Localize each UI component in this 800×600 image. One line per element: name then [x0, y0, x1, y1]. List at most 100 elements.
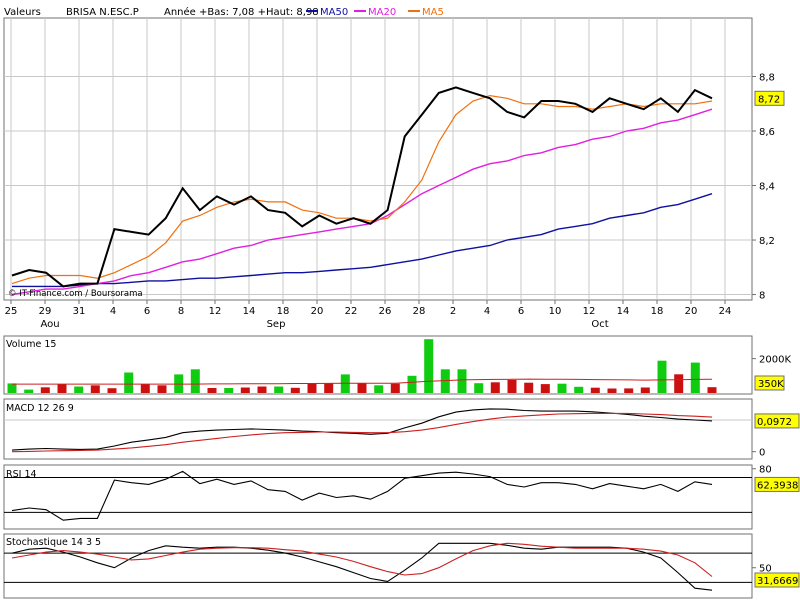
- x-tick-label: 25: [5, 306, 18, 317]
- price-last-value: 8,72: [758, 94, 780, 105]
- x-tick-label: 6: [518, 306, 524, 317]
- volume-bar: [224, 388, 234, 393]
- volume-bar: [640, 387, 650, 393]
- macd-series: [4, 408, 752, 453]
- volume-bar: [57, 384, 67, 393]
- price-panel-frame: [3, 17, 753, 301]
- volume-bar: [590, 387, 600, 393]
- price-y-tick-label: 8,6: [759, 127, 775, 138]
- last-value: 0,0972: [757, 417, 792, 428]
- volume-bar: [490, 382, 500, 393]
- volume-bar: [507, 379, 517, 393]
- last-value: 31,6669: [757, 576, 798, 587]
- stochastic-panel-frame: [3, 533, 753, 599]
- legend-entry: MA50: [320, 7, 348, 18]
- volume-bar: [657, 360, 667, 393]
- volume-bar: [107, 388, 117, 393]
- x-tick-label: 29: [39, 306, 52, 317]
- x-tick-label: 12: [583, 306, 596, 317]
- x-tick-label: 31: [73, 306, 86, 317]
- month-label: Aou: [40, 319, 59, 330]
- volume-panel-frame: [3, 335, 753, 395]
- volume-bar: [407, 375, 417, 393]
- price-y-tick-label: 8,2: [759, 236, 775, 247]
- stochastic-series: [4, 542, 752, 591]
- macd-panel-frame: [3, 398, 753, 460]
- x-tick-label: 4: [484, 306, 490, 317]
- x-tick-label: 24: [719, 306, 732, 317]
- volume-bar: [374, 385, 384, 393]
- volume-bar: [240, 387, 250, 393]
- last-value-badge: [754, 572, 800, 588]
- x-tick-label: 20: [311, 306, 324, 317]
- y-tick-label: 0: [759, 448, 765, 459]
- k-line: [11, 542, 713, 591]
- ma20-line: [11, 108, 713, 296]
- volume-last-value: 350K: [758, 379, 784, 390]
- last-value: 62,3938: [757, 480, 798, 491]
- price-grid: [4, 18, 752, 300]
- volume-bar: [207, 388, 217, 393]
- volume-bar: [157, 385, 167, 393]
- price-y-tick-label: 8,8: [759, 73, 775, 84]
- x-tick-label: 10: [549, 306, 562, 317]
- rsi-line: [11, 470, 713, 521]
- values-menu-label[interactable]: Valeurs: [4, 7, 41, 18]
- month-label: Oct: [591, 319, 608, 330]
- volume-bar: [290, 387, 300, 393]
- last-value-badge: [754, 476, 800, 492]
- volume-bar: [624, 388, 634, 393]
- rsi-title: RSI 14: [6, 469, 37, 480]
- price-line: [11, 86, 713, 288]
- volume-bar: [257, 386, 267, 393]
- y-tick-label: 80: [759, 465, 772, 476]
- ma5-line: [11, 94, 713, 285]
- instrument-name: BRISA N.ESC.P: [66, 7, 139, 18]
- volume-bar: [524, 382, 534, 393]
- chart-header: Valeurs BRISA N.ESC.P Année +Bas: 7,08 +…: [4, 6, 444, 18]
- volume-bar: [124, 372, 134, 393]
- price-y-axis: 8 8,2 8,4 8,6 8,8 8,72: [752, 73, 785, 302]
- volume-bar: [190, 369, 200, 393]
- volume-bar: [424, 339, 434, 393]
- macd-title: MACD 12 26 9: [6, 403, 74, 414]
- x-tick-label: 12: [209, 306, 222, 317]
- volume-bar: [607, 388, 617, 393]
- volume-bars: [7, 339, 717, 393]
- volume-bar: [40, 387, 50, 393]
- stochastic-title: Stochastique 14 3 5: [6, 537, 101, 548]
- volume-bar: [474, 383, 484, 393]
- copyright-credit: © IT-Finance.com / Boursorama: [8, 289, 143, 299]
- signal-line: [11, 412, 713, 453]
- x-tick-label: 4: [110, 306, 116, 317]
- volume-bar: [90, 385, 100, 393]
- year-range-text: Année +Bas: 7,08 +Haut: 8,98: [164, 6, 319, 18]
- x-tick-label: 18: [651, 306, 664, 317]
- x-tick-label: 26: [379, 306, 392, 317]
- x-tick-label: 8: [178, 306, 184, 317]
- y-tick-label: 50: [759, 564, 772, 575]
- volume-bar: [324, 383, 334, 393]
- volume-bar: [274, 386, 284, 393]
- legend-entry: MA5: [422, 7, 444, 18]
- legend: MA50 MA20 MA5: [306, 7, 444, 18]
- month-label: Sep: [267, 319, 286, 330]
- volume-bar: [440, 369, 450, 393]
- volume-bar: [307, 383, 317, 393]
- macd-line: [11, 408, 713, 451]
- rsi-y-axis: 80 62,3938: [752, 465, 800, 492]
- volume-bar: [140, 384, 150, 393]
- volume-bar: [390, 383, 400, 393]
- price-y-tick-label: 8,4: [759, 182, 775, 193]
- d-line: [11, 542, 713, 577]
- legend-entry: MA20: [368, 7, 396, 18]
- volume-y-axis: 2000K 350K: [752, 355, 791, 391]
- volume-bar: [557, 383, 567, 393]
- macd-y-axis: 0 0,0972: [752, 413, 800, 459]
- volume-bar: [24, 389, 34, 393]
- volume-y-tick-label: 2000K: [759, 355, 791, 366]
- price-last-value-badge: [754, 90, 785, 106]
- volume-last-value-badge: [754, 375, 785, 391]
